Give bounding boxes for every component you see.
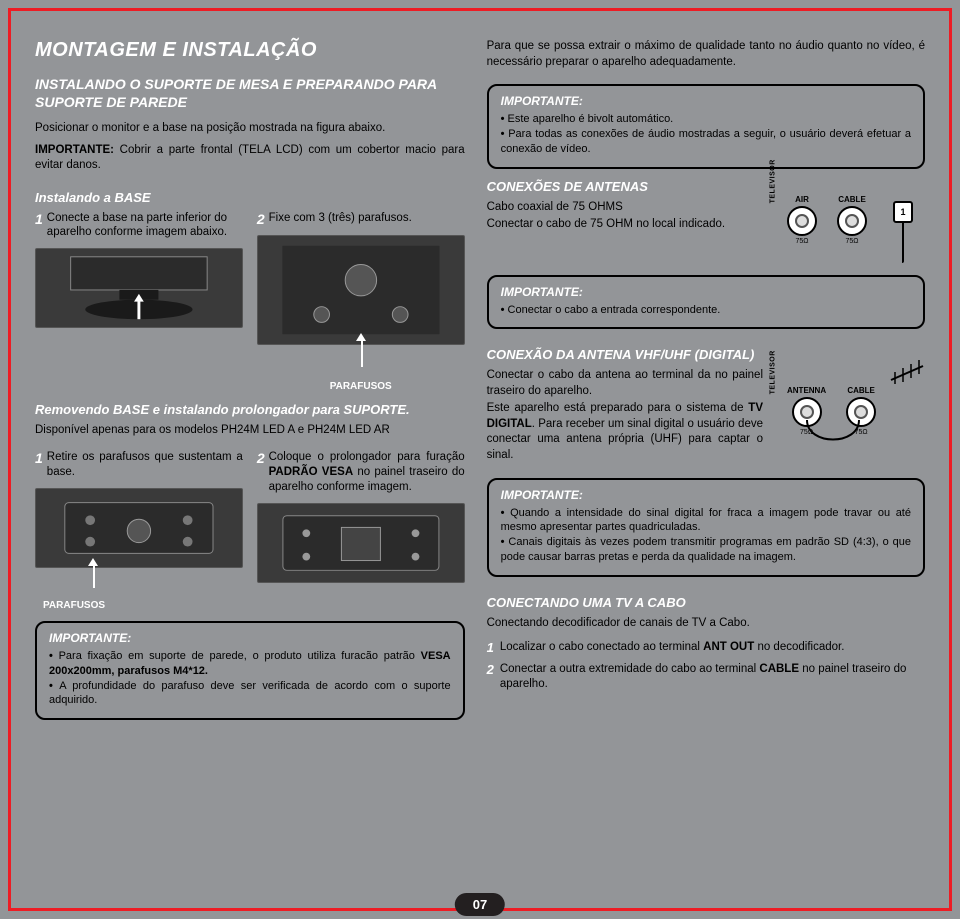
vesa-steps: 1 Retire os parafusos que sustentam a ba… bbox=[35, 450, 465, 611]
section-heading-install: INSTALANDO O SUPORTE DE MESA E PREPARAND… bbox=[35, 76, 465, 111]
install-intro-text: Posicionar o monitor e a base na posição… bbox=[35, 121, 465, 137]
subheading-base: Instalando a BASE bbox=[35, 190, 465, 205]
important-label: IMPORTANTE: bbox=[501, 94, 911, 108]
step-text: Fixe com 3 (três) parafusos. bbox=[269, 211, 412, 226]
t-bold: PADRÃO VESA bbox=[269, 466, 354, 478]
important-box-vesa: IMPORTANTE: Para fixação em suporte de p… bbox=[35, 621, 465, 720]
subheading-vhf-uhf: CONEXÃO DA ANTENA VHF/UHF (DIGITAL) bbox=[487, 347, 925, 362]
screws-icon bbox=[258, 236, 464, 344]
list-number: 1 bbox=[487, 640, 494, 656]
base-steps: 1 Conecte a base na parte inferior do ap… bbox=[35, 211, 465, 392]
important-item: Para todas as conexões de áudio mostrada… bbox=[501, 127, 911, 157]
important-box-digital: IMPORTANTE: Quando a intensidade do sina… bbox=[487, 478, 925, 577]
step-text: Coloque o prolongador para furação PADRÃ… bbox=[269, 450, 465, 495]
list-item-2: 2 Conectar a outra extremidade do cabo a… bbox=[487, 662, 925, 693]
coax-text-2: Conectar o cabo de 75 OHM no local indic… bbox=[487, 217, 763, 233]
jack-label: CABLE bbox=[847, 386, 875, 395]
t-bold: ANT OUT bbox=[703, 641, 754, 653]
uhf-antenna-icon bbox=[887, 358, 921, 380]
t: Este aparelho está preparado para o sist… bbox=[487, 402, 749, 414]
step-3: 1 Retire os parafusos que sustentam a ba… bbox=[35, 450, 243, 611]
t: no decodificador. bbox=[754, 641, 844, 653]
antenna-section: CONEXÕES DE ANTENAS Cabo coaxial de 75 O… bbox=[487, 177, 925, 267]
t: Coloque o prolongador para furação bbox=[269, 451, 465, 463]
t: Para fixação em suporte de parede, o pro… bbox=[59, 650, 421, 662]
parafusos-label: PARAFUSOS bbox=[257, 381, 465, 392]
jack-label: CABLE bbox=[838, 195, 866, 204]
connector-diagram-air-cable: TELEVISOR AIR 75Ω CABLE 75Ω bbox=[775, 177, 925, 267]
televisor-label: TELEVISOR bbox=[770, 159, 777, 203]
step-1: 1 Conecte a base na parte inferior do ap… bbox=[35, 211, 243, 392]
t: Localizar o cabo conectado ao terminal bbox=[500, 641, 703, 653]
t: Conectar a outra extremidade do cabo ao … bbox=[500, 663, 760, 675]
plug-number: 1 bbox=[893, 201, 913, 223]
install-warning-text: IMPORTANTE: Cobrir a parte frontal (TELA… bbox=[35, 143, 465, 174]
important-item: Conectar o cabo a entrada correspondente… bbox=[501, 303, 911, 318]
t-bold: CABLE bbox=[759, 663, 799, 675]
list-item-1: 1 Localizar o cabo conectado ao terminal… bbox=[487, 640, 925, 656]
jack-label: AIR bbox=[795, 195, 809, 204]
cable-plug-icon: 1 bbox=[889, 201, 917, 256]
right-column: Para que se possa extrair o máximo de qu… bbox=[487, 39, 925, 888]
model-note: Disponível apenas para os modelos PH24M … bbox=[35, 423, 465, 439]
list-text: Localizar o cabo conectado ao terminal A… bbox=[500, 640, 845, 656]
left-column: MONTAGEM E INSTALAÇÃO INSTALANDO O SUPOR… bbox=[35, 39, 465, 888]
tv-base-icon bbox=[36, 249, 242, 327]
ohm-label: 75Ω bbox=[845, 238, 858, 245]
jack-cable: CABLE 75Ω bbox=[837, 195, 867, 245]
photo-remove-screws bbox=[35, 488, 243, 568]
important-box-connect: IMPORTANTE: Conectar o cabo a entrada co… bbox=[487, 275, 925, 330]
list-number: 2 bbox=[487, 662, 494, 693]
important-label: IMPORTANTE: bbox=[49, 631, 451, 645]
base-underside-icon bbox=[36, 489, 242, 567]
step-number: 2 bbox=[257, 211, 265, 227]
list-text: Conectar a outra extremidade do cabo ao … bbox=[500, 662, 925, 693]
page-title: MONTAGEM E INSTALAÇÃO bbox=[35, 39, 465, 62]
page-number-badge: 07 bbox=[455, 893, 505, 916]
important-label: IMPORTANTE: bbox=[501, 488, 911, 502]
step-4: 2 Coloque o prolongador para furação PAD… bbox=[257, 450, 465, 611]
wire-icon bbox=[789, 416, 919, 456]
coax-jack-icon bbox=[787, 206, 817, 236]
important-item: Quando a intensidade do sinal digital fo… bbox=[501, 506, 911, 536]
step-2: 2 Fixe com 3 (três) parafusos. bbox=[257, 211, 465, 392]
jack-air: AIR 75Ω bbox=[787, 195, 817, 245]
subheading-antenna: CONEXÕES DE ANTENAS bbox=[487, 179, 763, 194]
televisor-label: TELEVISOR bbox=[770, 351, 777, 395]
jack-label: ANTENNA bbox=[787, 386, 826, 395]
tv-cabo-text: Conectando decodificador de canais de TV… bbox=[487, 616, 925, 632]
step-number: 1 bbox=[35, 211, 43, 227]
important-label: IMPORTANTE: bbox=[501, 285, 911, 299]
uhf-text-2: Este aparelho está preparado para o sist… bbox=[487, 401, 763, 463]
connector-diagram-antenna-cable: TELEVISOR ANTENNA bbox=[775, 368, 925, 458]
uhf-section: Conectar o cabo da antena ao terminal da… bbox=[487, 368, 925, 469]
uhf-text-1: Conectar o cabo da antena ao terminal da… bbox=[487, 368, 763, 399]
important-label: IMPORTANTE: bbox=[35, 144, 114, 156]
two-column-layout: MONTAGEM E INSTALAÇÃO INSTALANDO O SUPOR… bbox=[35, 39, 925, 888]
step-number: 2 bbox=[257, 450, 265, 466]
photo-base-attach bbox=[35, 248, 243, 328]
step-text: Conecte a base na parte inferior do apar… bbox=[47, 211, 243, 241]
vesa-panel-icon bbox=[258, 504, 464, 582]
step-text: Retire os parafusos que sustentam a base… bbox=[47, 450, 243, 480]
important-item: Para fixação em suporte de parede, o pro… bbox=[49, 649, 451, 679]
coax-jack-icon bbox=[837, 206, 867, 236]
step-number: 1 bbox=[35, 450, 43, 466]
intro-quality-text: Para que se possa extrair o máximo de qu… bbox=[487, 39, 925, 70]
ohm-label: 75Ω bbox=[795, 238, 808, 245]
subheading-remove-base: Removendo BASE e instalando prolongador … bbox=[35, 402, 465, 417]
important-item: A profundidade do parafuso deve ser veri… bbox=[49, 679, 451, 709]
page-frame: MONTAGEM E INSTALAÇÃO INSTALANDO O SUPOR… bbox=[8, 8, 952, 911]
parafusos-label: PARAFUSOS bbox=[43, 600, 243, 611]
important-item: Este aparelho é bivolt automático. bbox=[501, 112, 911, 127]
important-box-bivolt: IMPORTANTE: Este aparelho é bivolt autom… bbox=[487, 84, 925, 169]
photo-vesa bbox=[257, 503, 465, 583]
important-item: Canais digitais às vezes podem transmiti… bbox=[501, 535, 911, 565]
subheading-tv-cabo: CONECTANDO UMA TV A CABO bbox=[487, 595, 925, 610]
coax-text-1: Cabo coaxial de 75 OHMS bbox=[487, 200, 763, 216]
photo-screws bbox=[257, 235, 465, 345]
